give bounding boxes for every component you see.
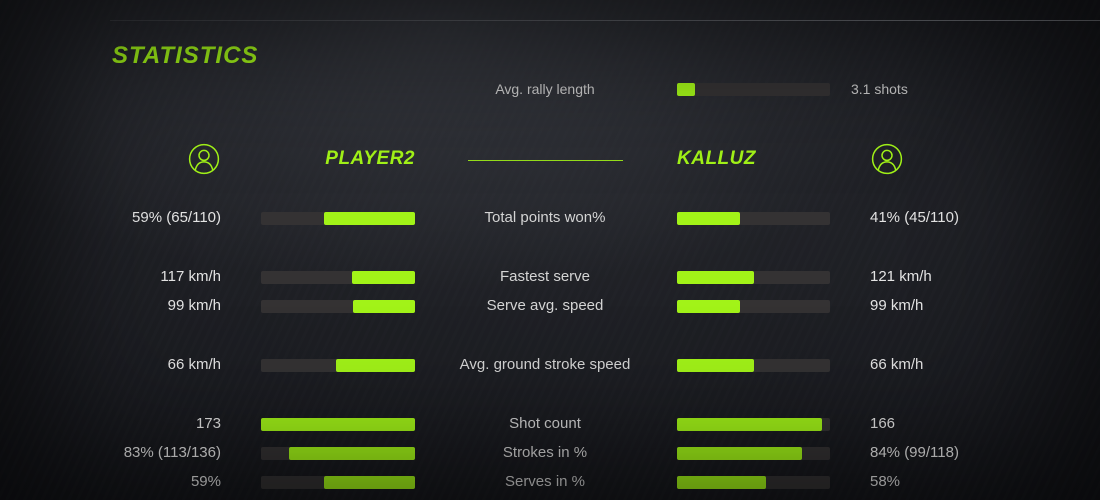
left-player-value: 59% (65/110) <box>132 209 221 226</box>
left-bar-fill <box>324 212 415 225</box>
right-player-value: 99 km/h <box>870 297 924 314</box>
stat-row-serves-in: 59% Serves in % 58% <box>0 469 1100 495</box>
left-bar-fill <box>336 359 415 372</box>
center-divider <box>468 160 623 161</box>
left-player-value: 66 km/h <box>167 356 221 373</box>
rally-length-bar <box>677 83 830 96</box>
stat-row-ground-stroke-speed: 66 km/h Avg. ground stroke speed 66 km/h <box>0 352 1100 378</box>
right-player-value: 66 km/h <box>870 356 924 373</box>
stat-label: Fastest serve <box>499 268 591 285</box>
rally-length-value: 3.1 shots <box>851 81 908 97</box>
players-header-row: PLAYER2 KALLUZ <box>0 143 1100 175</box>
right-player-bar <box>677 359 830 372</box>
stat-row-shot-count: 173 Shot count 166 <box>0 411 1100 437</box>
right-player-name: KALLUZ <box>677 148 756 169</box>
left-player-value: 99 km/h <box>167 297 221 314</box>
right-player-bar <box>677 447 830 460</box>
left-player-bar <box>261 476 415 489</box>
right-bar-fill <box>677 212 740 225</box>
rally-length-label: Avg. rally length <box>495 81 595 97</box>
stat-label: Avg. ground stroke speed <box>459 356 631 373</box>
top-divider <box>110 20 1100 21</box>
stat-row-serve-avg-speed: 99 km/h Serve avg. speed 99 km/h <box>0 293 1100 319</box>
right-player-bar <box>677 271 830 284</box>
rally-length-row: Avg. rally length 3.1 shots <box>0 76 1100 102</box>
left-player-value: 173 <box>195 415 221 432</box>
right-player-value: 41% (45/110) <box>870 209 959 226</box>
left-player-value: 83% (113/136) <box>123 444 221 461</box>
right-player-bar <box>677 300 830 313</box>
left-player-bar <box>261 212 415 225</box>
right-bar-fill <box>677 300 740 313</box>
left-player-value: 117 km/h <box>160 268 221 285</box>
right-bar-fill <box>677 447 803 460</box>
right-player-value: 121 km/h <box>870 268 932 285</box>
stat-label: Strokes in % <box>502 444 588 461</box>
left-player-bar <box>261 447 415 460</box>
right-player-bar <box>677 418 830 431</box>
right-bar-fill <box>677 359 754 372</box>
left-bar-fill <box>288 447 415 460</box>
right-player-bar <box>677 476 830 489</box>
stat-label: Total points won% <box>484 209 606 226</box>
stat-row-fastest-serve: 117 km/h Fastest serve 121 km/h <box>0 264 1100 290</box>
left-player-bar <box>261 300 415 313</box>
left-bar-fill <box>324 476 415 489</box>
right-player-value: 166 <box>870 415 896 432</box>
left-player-bar <box>261 271 415 284</box>
stat-row-strokes-in: 83% (113/136) Strokes in % 84% (99/118) <box>0 440 1100 466</box>
left-bar-fill <box>353 300 415 313</box>
left-player-bar <box>261 359 415 372</box>
right-bar-fill <box>677 418 823 431</box>
stat-label: Shot count <box>509 415 581 432</box>
page-title: STATISTICS <box>112 42 259 69</box>
right-player-user-icon <box>871 143 903 175</box>
right-bar-fill <box>677 271 754 284</box>
stat-label: Serve avg. speed <box>486 297 604 314</box>
left-player-value: 59% <box>190 473 221 490</box>
right-player-value: 84% (99/118) <box>870 444 959 461</box>
left-player-user-icon <box>188 143 220 175</box>
right-bar-fill <box>677 476 766 489</box>
right-player-value: 58% <box>870 473 901 490</box>
stat-label: Serves in % <box>504 473 586 490</box>
left-bar-fill <box>261 418 415 431</box>
left-player-bar <box>261 418 415 431</box>
left-player-name: PLAYER2 <box>325 148 415 169</box>
right-player-bar <box>677 212 830 225</box>
stat-row-total-points: 59% (65/110) Total points won% 41% (45/1… <box>0 205 1100 231</box>
rally-length-bar-fill <box>677 83 696 96</box>
left-bar-fill <box>351 271 415 284</box>
